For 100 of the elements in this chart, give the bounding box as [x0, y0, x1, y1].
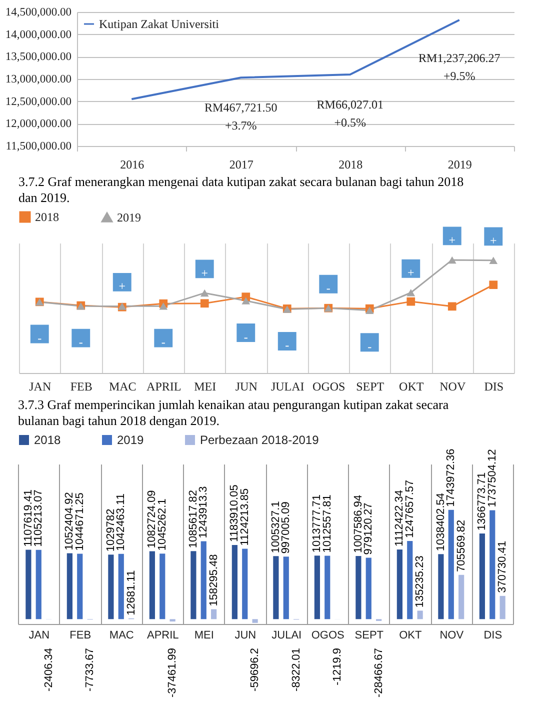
x-tick-label: JUN: [235, 380, 258, 394]
bar: [160, 554, 166, 620]
annotation: -: [78, 335, 83, 350]
data-label: 158295.48: [208, 554, 220, 606]
x-tick-label: DIS: [484, 630, 502, 642]
x-tick-label: SEPT: [356, 380, 385, 394]
data-label: 1012557.81: [321, 494, 334, 553]
text: +: [448, 232, 456, 247]
annotation: +: [118, 279, 126, 294]
bar: [407, 540, 413, 620]
legend-label: Kutipan Zakat Universiti: [99, 17, 220, 31]
data-label: 997005.09: [280, 502, 292, 554]
point: [489, 280, 498, 290]
data-label: 1107619.41: [22, 489, 34, 547]
point: [159, 302, 168, 310]
bar: [273, 556, 279, 620]
data-label: 1044671.25: [74, 492, 86, 551]
x-tick-label: OKT: [399, 630, 422, 642]
data-label: 1082724.09: [146, 490, 158, 548]
bar: [314, 556, 320, 620]
point: [489, 256, 498, 264]
x-tick-label: NOV: [440, 380, 466, 394]
annotation: RM1,237,206.27: [418, 51, 500, 66]
data-label: 1105213.07: [32, 490, 45, 547]
bar: [66, 553, 72, 620]
annotation: +3.7%: [224, 118, 257, 133]
bar: [396, 549, 402, 620]
bar: [417, 610, 423, 620]
annotation: RM467,721.50: [204, 100, 278, 115]
point: [448, 256, 456, 264]
bar: [324, 556, 330, 620]
x-tick-label: MAC: [108, 380, 136, 394]
annotation: -: [326, 281, 330, 296]
data-label: 1013777.71: [311, 494, 324, 553]
y-tick-label: 12,500,000.00: [5, 96, 72, 108]
data-label: -7733.67: [84, 648, 96, 692]
point: [242, 297, 250, 304]
x-tick-label: MEI: [194, 630, 214, 642]
data-label: 1124213.85: [238, 488, 251, 546]
data-label: 1085617.82: [187, 490, 200, 548]
data-label: 1183910.05: [228, 484, 241, 542]
x-tick-label: DIS: [484, 380, 504, 394]
y-tick-label: 13,000,000.00: [5, 74, 72, 86]
bar: [211, 609, 217, 620]
data-label: -59696.2: [249, 648, 262, 692]
bar: [118, 554, 124, 620]
x-tick-label: FEB: [70, 630, 92, 642]
bar: [232, 544, 238, 620]
bar: [458, 574, 464, 620]
data-label: 705569.82: [455, 520, 468, 572]
data-label: 1366773.71: [476, 472, 488, 531]
bar: [252, 619, 258, 623]
annotation: +0.5%: [334, 116, 366, 130]
bar: [26, 550, 32, 620]
data-label: -2406.34: [42, 648, 55, 692]
annotation: -: [368, 339, 372, 354]
bar: [356, 556, 362, 620]
bar: [490, 510, 496, 620]
data-label: 370730.41: [496, 540, 509, 593]
data-label: -8322.01: [290, 648, 302, 692]
point: [200, 299, 209, 308]
data-label: 1737504.12: [486, 449, 498, 508]
data-label: 1042463.11: [115, 494, 128, 551]
x-tick-label: FEB: [70, 380, 92, 394]
bar: [149, 551, 155, 620]
x-tick-label: JUN: [234, 630, 256, 642]
data-label: 1247657.57: [404, 480, 416, 538]
bar: [448, 510, 454, 620]
bar: [479, 534, 485, 620]
x-tick-label: APRIL: [146, 630, 179, 642]
y-tick-label: 11,500,000.00: [6, 140, 72, 152]
y-tick-label: 14,500,000.00: [5, 6, 72, 18]
data-label: 1743972.36: [445, 448, 458, 507]
chart-title: 3.7.3 Graf memperincikan jumlah kenaikan atau pengurangan kutipan zakat secara bulanan bagi tahun 2018 dengan 2019.: [18, 397, 449, 428]
legend-label: 2018: [35, 210, 59, 224]
bar: [108, 554, 114, 620]
data-label: 12681.11: [125, 570, 138, 616]
legend-label: 2018: [34, 433, 62, 447]
data-label: 135235.23: [414, 556, 426, 608]
x-tick-label: MAC: [109, 630, 134, 642]
x-tick-label: MEI: [194, 380, 216, 394]
x-tick-label: JAN: [29, 380, 52, 394]
x-tick-label: 2019: [448, 158, 472, 172]
bar: [190, 551, 196, 620]
legend-label: 2019: [117, 210, 141, 224]
legend-label: Perbezaan 2018-2019: [200, 433, 320, 447]
x-tick-label: JULAI: [272, 630, 302, 642]
point: [406, 297, 416, 306]
text: +: [490, 233, 497, 248]
y-tick-label: 13,500,000.00: [5, 51, 72, 64]
annotation: +: [201, 266, 208, 280]
x-tick-label: APRIL: [146, 380, 182, 394]
data-label: 1112422.34: [394, 490, 406, 546]
x-tick-label: OGOS: [311, 630, 344, 642]
annotation: +: [407, 266, 414, 280]
data-label: -37461.99: [166, 648, 179, 698]
y-tick-label: 12,000,000.00: [5, 118, 72, 130]
point: [448, 302, 456, 311]
x-tick-label: JAN: [28, 630, 50, 642]
data-label: 1243913.3: [198, 486, 210, 538]
